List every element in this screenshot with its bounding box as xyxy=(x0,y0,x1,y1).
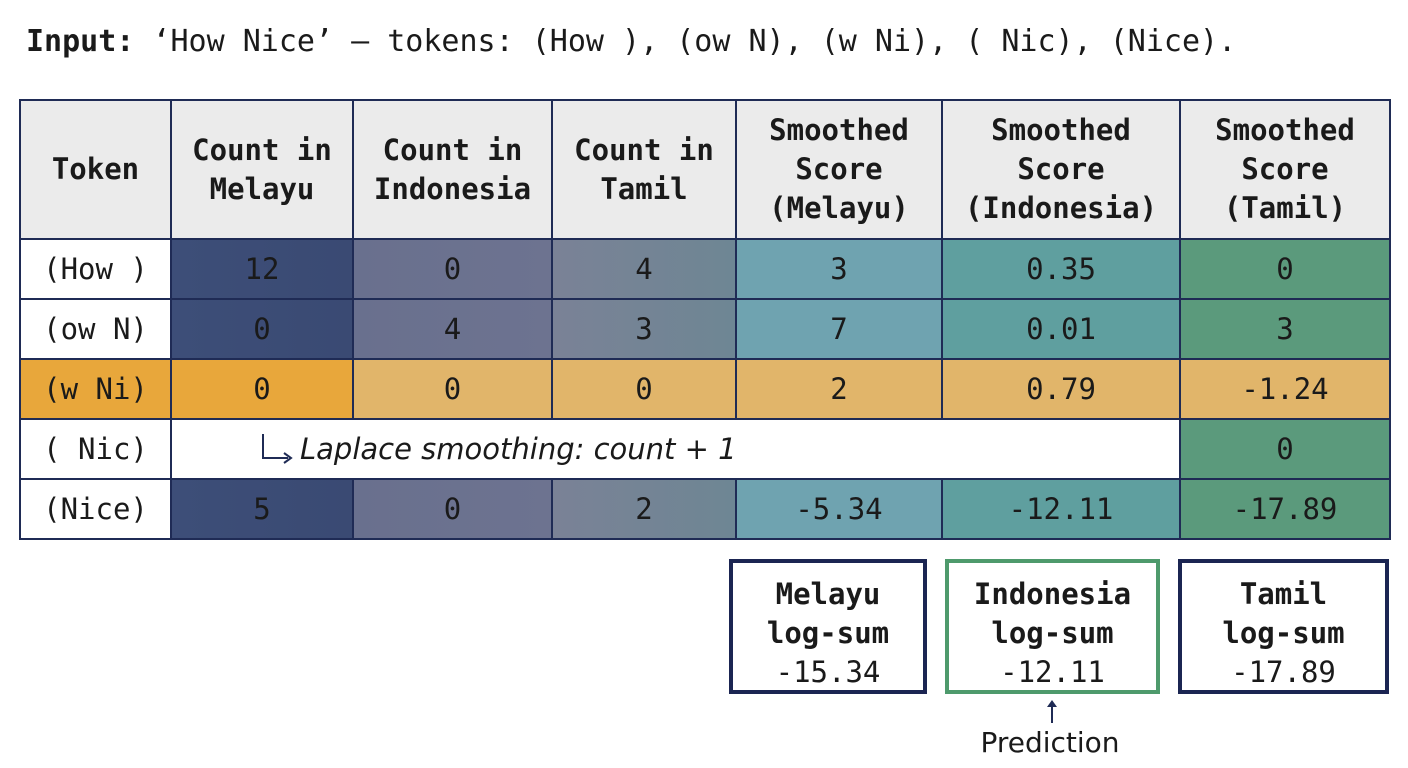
input-line: Input: ‘How Nice’ — tokens: (How ), (ow … xyxy=(26,22,1236,62)
input-text: ‘How Nice’ — tokens: (How ), (ow N), (w … xyxy=(152,24,1237,59)
score-indonesia-cell: 0.79 xyxy=(941,358,1181,420)
header-score-indonesia: Smoothed Score (Indonesia) xyxy=(941,99,1181,240)
score-melayu-cell: -5.34 xyxy=(735,478,943,540)
score-tamil-cell: 0 xyxy=(1179,238,1391,300)
table-row: (How ) 12 0 4 3 0.35 0 xyxy=(19,238,1391,300)
input-label: Input: xyxy=(26,24,135,59)
token-cell: (Nice) xyxy=(19,478,172,540)
sum-language: Indonesia xyxy=(973,577,1132,611)
count-tamil-cell: 4 xyxy=(551,238,737,300)
count-indonesia-cell: 0 xyxy=(352,478,553,540)
score-indonesia-cell: 0.35 xyxy=(941,238,1181,300)
header-count-tamil: Count in Tamil xyxy=(551,99,737,240)
score-tamil-cell: -1.24 xyxy=(1179,358,1391,420)
count-melayu-cell: 0 xyxy=(170,358,354,420)
score-indonesia-cell: 0.01 xyxy=(941,298,1181,360)
sum-label: log-sum xyxy=(1222,616,1345,650)
count-melayu-cell: 5 xyxy=(170,478,354,540)
token-cell: (How ) xyxy=(19,238,172,300)
sum-language: Melayu xyxy=(775,577,881,611)
token-cell: ( Nic) xyxy=(19,418,172,480)
count-tamil-cell: 3 xyxy=(551,298,737,360)
header-count-melayu: Count in Melayu xyxy=(170,99,354,240)
count-indonesia-cell: 0 xyxy=(352,238,553,300)
table-row: (Nice) 5 0 2 -5.34 -12.11 -17.89 xyxy=(19,478,1391,540)
score-tamil-cell: 0 xyxy=(1179,418,1391,480)
count-indonesia-cell: 0 xyxy=(352,358,553,420)
score-tamil-cell: -17.89 xyxy=(1179,478,1391,540)
smoothing-note: Laplace smoothing: count + 1 xyxy=(300,432,737,466)
sum-label: log-sum xyxy=(991,616,1114,650)
score-melayu-cell: 3 xyxy=(735,238,943,300)
score-tamil-cell: 3 xyxy=(1179,298,1391,360)
token-cell: (ow N) xyxy=(19,298,172,360)
score-table: Token Count in Melayu Count in Indonesia C… xyxy=(19,99,1391,540)
header-token: Token xyxy=(19,99,172,240)
count-melayu-cell: 0 xyxy=(170,298,354,360)
prediction-arrow-icon xyxy=(1047,700,1057,723)
sum-value: -17.89 xyxy=(1231,655,1336,689)
sum-value: -15.34 xyxy=(775,655,881,689)
token-cell: (w Ni) xyxy=(19,358,172,420)
score-melayu-cell: 2 xyxy=(735,358,943,420)
elbow-arrow-icon xyxy=(262,434,293,464)
table-row: (ow N) 0 4 3 7 0.01 3 xyxy=(19,298,1391,360)
header-row: Token Count in Melayu Count in Indonesia C… xyxy=(19,99,1391,240)
highlighted-table-row: (w Ni) 0 0 0 2 0.79 -1.24 xyxy=(19,358,1391,420)
sum-value: -12.11 xyxy=(1000,655,1105,689)
header-count-indonesia: Count in Indonesia xyxy=(352,99,553,240)
sum-label: log-sum xyxy=(766,616,890,650)
prediction-label: Prediction xyxy=(980,726,1120,759)
count-tamil-cell: 0 xyxy=(551,358,737,420)
header-score-tamil: Smoothed Score (Tamil) xyxy=(1179,99,1391,240)
score-indonesia-cell: -12.11 xyxy=(941,478,1181,540)
table-row: ( Nic) Laplace smoothing: count + 1 0 xyxy=(19,418,1391,480)
sum-language: Tamil xyxy=(1239,577,1328,611)
count-tamil-cell: 2 xyxy=(551,478,737,540)
indonesia-log-sum-box: Indonesia log-sum -12.11 xyxy=(945,559,1160,694)
melayu-log-sum-box: Melayu log-sum -15.34 xyxy=(729,559,927,694)
smoothing-note-cell: Laplace smoothing: count + 1 xyxy=(170,418,1181,480)
count-indonesia-cell: 4 xyxy=(352,298,553,360)
tamil-log-sum-box: Tamil log-sum -17.89 xyxy=(1178,559,1389,694)
count-melayu-cell: 12 xyxy=(170,238,354,300)
header-score-melayu: Smoothed Score (Melayu) xyxy=(735,99,943,240)
score-melayu-cell: 7 xyxy=(735,298,943,360)
